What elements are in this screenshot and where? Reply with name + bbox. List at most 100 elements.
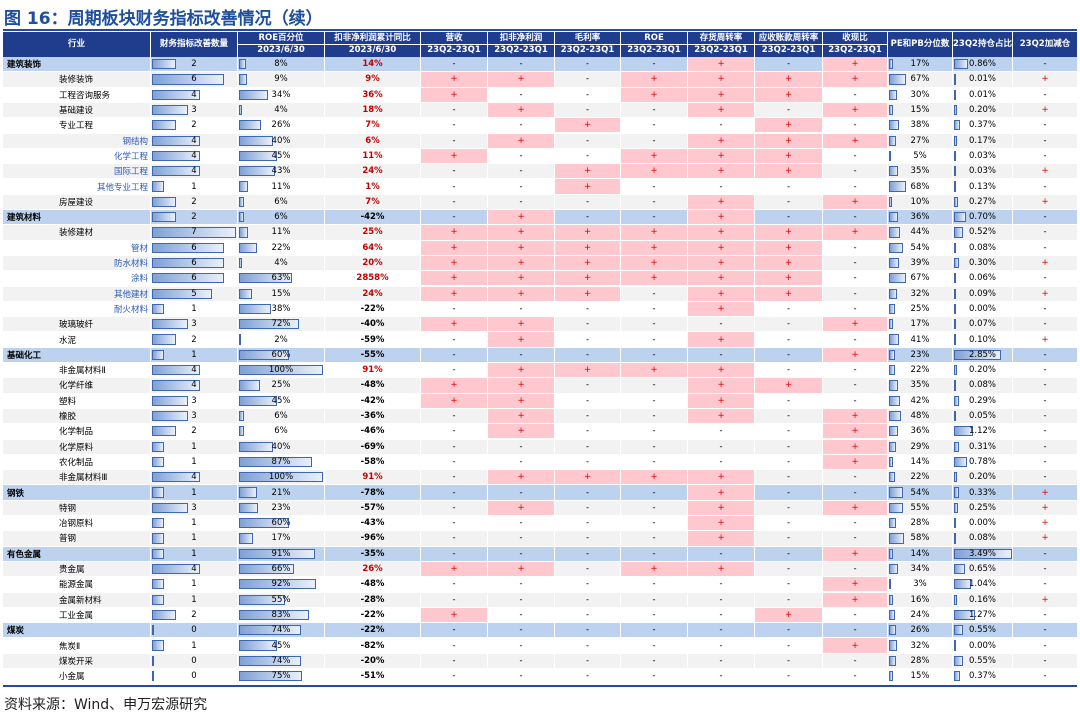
cell: - — [621, 57, 688, 73]
bar — [954, 227, 963, 238]
cell-text: 10% — [910, 196, 930, 207]
cell: 建筑装饰 — [3, 57, 151, 73]
cell: 91% — [325, 363, 421, 379]
cell-text: - — [519, 594, 523, 605]
cell-text: 专业工程 — [59, 121, 94, 132]
bar — [239, 548, 316, 559]
cell-text: + — [851, 426, 859, 437]
bar — [889, 441, 897, 452]
cell: + — [688, 72, 755, 88]
bar — [239, 334, 241, 345]
bar — [239, 242, 258, 253]
cell: - — [1013, 179, 1078, 195]
cell: 0.08% — [953, 531, 1013, 547]
cell: - — [755, 179, 823, 195]
cell-text: + — [450, 609, 458, 620]
cell-text: + — [717, 288, 725, 299]
cell-text: - — [853, 365, 857, 376]
cell: - — [755, 592, 823, 608]
bar — [889, 150, 891, 162]
bar — [889, 625, 896, 636]
cell: - — [688, 118, 755, 134]
cell-text: + — [450, 564, 458, 575]
cell-text: - — [1043, 441, 1047, 452]
bar — [889, 365, 895, 376]
cell: 5 — [151, 286, 238, 302]
cell: 贵金属 — [3, 561, 151, 578]
cell-text: + — [1041, 502, 1049, 513]
cell: 0.29% — [953, 393, 1013, 409]
cell-text: 29% — [910, 441, 930, 452]
cell-text: - — [719, 319, 723, 330]
bar — [239, 227, 249, 238]
cell-text: + — [450, 227, 458, 238]
cell: - — [488, 118, 555, 134]
cell: 42% — [888, 393, 953, 409]
cell-text: 化学工程 — [113, 151, 148, 162]
cell-text: 100% — [268, 472, 294, 483]
cell-text: 11% — [271, 227, 291, 238]
cell-text: 1 — [191, 456, 197, 467]
cell: - — [621, 210, 688, 226]
cell: - — [1013, 148, 1078, 165]
bar — [152, 456, 164, 468]
bar — [889, 181, 906, 192]
cell-text: -22% — [360, 625, 385, 636]
cell: - — [421, 592, 488, 608]
cell-text: - — [853, 273, 857, 284]
cell: + — [555, 255, 621, 272]
cell-text: 87% — [271, 456, 291, 467]
cell: 21% — [238, 485, 325, 501]
cell-text: 32% — [910, 288, 930, 299]
cell: 塑料 — [3, 393, 151, 409]
cell: - — [621, 118, 688, 134]
cell: - — [755, 623, 823, 639]
cell: 26% — [325, 561, 421, 578]
cell-text: 4 — [191, 365, 197, 376]
cell-text: - — [1043, 349, 1047, 360]
header-title: 23Q2持仓占比 — [953, 39, 1012, 49]
bar — [152, 579, 164, 590]
cell-text: - — [1043, 212, 1047, 223]
cell-text: 67% — [910, 273, 930, 284]
cell: 100% — [238, 470, 325, 486]
cell: 0.37% — [953, 669, 1013, 685]
cell-text: -58% — [360, 456, 385, 467]
bar — [152, 609, 176, 621]
cell-text: - — [585, 135, 590, 146]
bar — [889, 288, 897, 299]
cell-text: - — [652, 548, 656, 559]
cell: 6 — [151, 240, 238, 256]
bar — [889, 579, 891, 590]
bar — [889, 74, 906, 85]
cell-text: - — [1043, 472, 1047, 483]
cell-text: - — [585, 564, 590, 575]
bar — [239, 655, 302, 666]
cell-text: - — [719, 181, 723, 192]
cell-text: 0.78% — [968, 456, 996, 467]
cell-text: + — [517, 365, 525, 376]
cell: - — [1013, 408, 1078, 425]
cell: + — [488, 500, 555, 516]
cell: 0.33% — [953, 485, 1013, 501]
cell-text: + — [450, 319, 458, 330]
bar — [954, 104, 958, 116]
bar — [954, 609, 976, 621]
cell: + — [488, 225, 555, 241]
cell: + — [688, 57, 755, 73]
cell-text: - — [719, 671, 723, 682]
cell-text: 化学纤维 — [59, 381, 94, 392]
cell-text: - — [1043, 59, 1047, 70]
cell: - — [823, 531, 888, 547]
cell-text: + — [717, 166, 725, 177]
bar — [889, 533, 904, 544]
bar — [152, 212, 176, 223]
bar — [152, 89, 200, 100]
cell-text: - — [1043, 395, 1047, 406]
bar — [954, 288, 956, 299]
cell-text: 6 — [191, 74, 197, 85]
cell-text: - — [585, 212, 590, 223]
cell: 2 — [151, 607, 238, 624]
rule — [3, 685, 1077, 687]
cell: + — [823, 454, 888, 471]
